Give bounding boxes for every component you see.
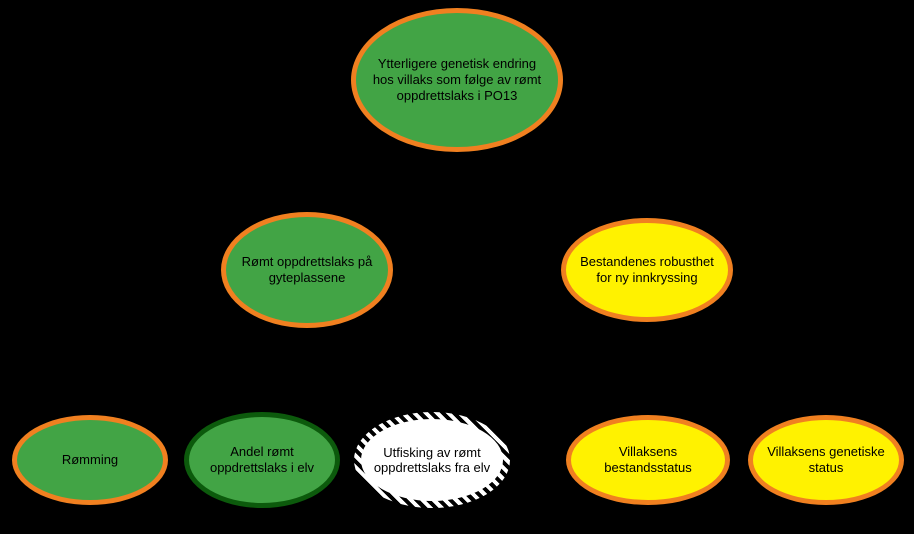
edge-bl3-mid_left (340, 323, 404, 418)
node-mid-left-label: Rømt oppdrettslaks på gyteplassene (240, 254, 374, 287)
node-bottom-andel-label: Andel rømt oppdrettslaks i elv (203, 444, 321, 477)
edge-br1-mid_right (647, 322, 648, 415)
node-bottom-andel: Andel rømt oppdrettslaks i elv (184, 412, 340, 508)
node-bottom-utfisking-label: Utfisking av rømt oppdrettslaks fra elv (371, 445, 493, 475)
edge-mid_left-top (336, 143, 411, 217)
node-bottom-romming: Rømming (12, 415, 168, 505)
node-bottom-bestandsstatus: Villaksens bestandsstatus (566, 415, 730, 505)
edge-bl2-mid_left (270, 327, 296, 413)
node-bottom-bestandsstatus-label: Villaksens bestandsstatus (585, 444, 711, 477)
node-mid-right-label: Bestandenes robusthet for ny innkryssing (580, 254, 714, 287)
node-bottom-utfisking: Utfisking av rømt oppdrettslaks fra elv (354, 412, 510, 508)
node-mid-left: Rømt oppdrettslaks på gyteplassene (221, 212, 393, 328)
edge-bl1-mid_left (118, 316, 257, 418)
node-bottom-genetiske-label: Villaksens genetiske status (767, 444, 885, 477)
edge-mid_right-top (506, 140, 614, 222)
node-top: Ytterligere genetisk endring hos villaks… (351, 8, 563, 152)
edge-br2-mid_right (695, 313, 794, 420)
node-mid-right: Bestandenes robusthet for ny innkryssing (561, 218, 733, 322)
node-bottom-romming-label: Rømming (62, 452, 118, 468)
node-bottom-genetiske: Villaksens genetiske status (748, 415, 904, 505)
node-top-label: Ytterligere genetisk endring hos villaks… (370, 56, 544, 105)
